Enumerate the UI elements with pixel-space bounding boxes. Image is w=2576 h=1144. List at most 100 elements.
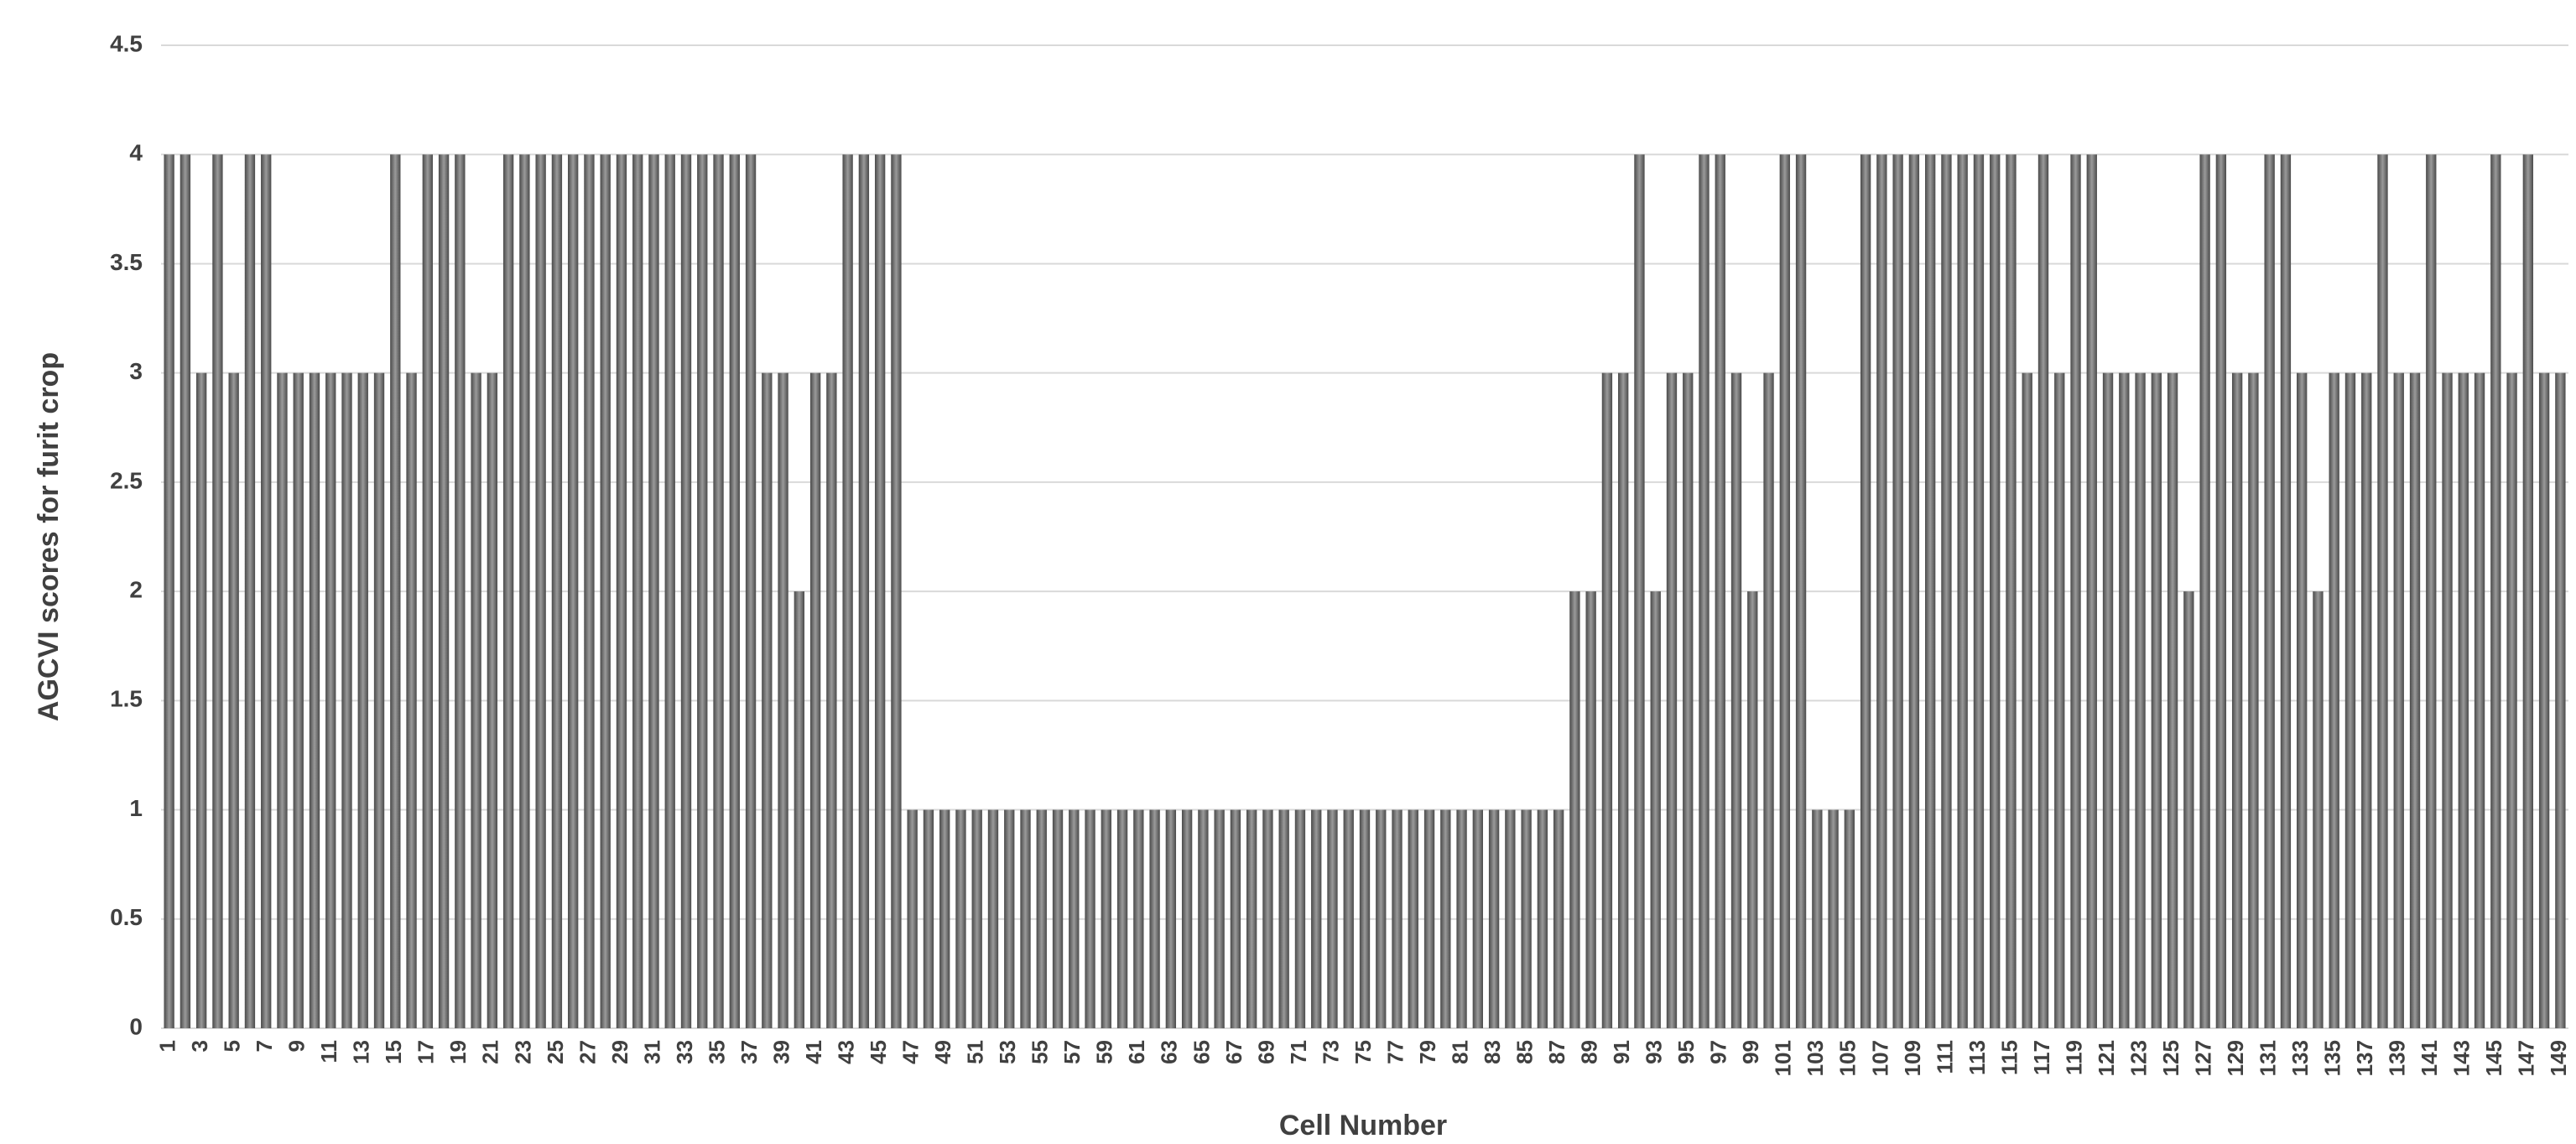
x-tick-label: 97 (1706, 1040, 1731, 1064)
bar (2490, 154, 2501, 1029)
bar (212, 154, 223, 1029)
bar (1408, 809, 1418, 1028)
x-tick-label: 39 (768, 1040, 794, 1064)
x-tick-label: 137 (2352, 1040, 2377, 1076)
x-tick-label: 57 (1059, 1040, 1085, 1064)
x-tick-label: 3 (187, 1040, 212, 1052)
y-tick-label: 4 (129, 140, 143, 166)
bar (1262, 809, 1273, 1028)
bar (1214, 809, 1225, 1028)
x-tick-label: 43 (833, 1040, 858, 1064)
bar (600, 154, 611, 1029)
bar (551, 154, 563, 1029)
bar (1165, 809, 1177, 1028)
bar (1488, 809, 1500, 1028)
bar (874, 154, 886, 1029)
bar (1892, 154, 1903, 1029)
bar (1327, 809, 1338, 1028)
y-tick-label: 2.5 (110, 467, 143, 493)
bar (680, 154, 692, 1029)
bar (2313, 591, 2324, 1028)
bar (487, 372, 498, 1029)
bar (2474, 372, 2485, 1029)
x-tick-label: 133 (2287, 1040, 2313, 1076)
x-tick-label: 1 (155, 1040, 180, 1052)
bar (1149, 809, 1160, 1028)
x-tick-label: 9 (284, 1040, 310, 1052)
bar (584, 154, 595, 1029)
x-tick-label: 61 (1124, 1040, 1149, 1064)
bar (502, 154, 514, 1029)
x-tick-label: 19 (445, 1040, 471, 1064)
x-tick-label: 11 (316, 1040, 341, 1063)
x-tick-label: 31 (639, 1040, 664, 1064)
x-tick-label: 141 (2417, 1040, 2442, 1076)
bar (1085, 809, 1095, 1028)
bar (907, 809, 918, 1028)
x-tick-label: 51 (963, 1040, 988, 1064)
x-tick-label: 55 (1028, 1040, 1053, 1064)
bar (357, 372, 368, 1029)
bar (1553, 809, 1564, 1028)
y-tick-label: 0 (129, 1013, 143, 1039)
bar (987, 809, 999, 1028)
bar (1069, 809, 1080, 1028)
bar (1730, 372, 1742, 1029)
bar (664, 154, 675, 1029)
x-tick-label: 143 (2449, 1040, 2475, 1076)
bar (632, 154, 643, 1029)
bar (2037, 154, 2049, 1029)
x-tick-label: 107 (1867, 1040, 1892, 1076)
x-tick-label: 93 (1642, 1040, 1667, 1064)
bar (778, 372, 788, 1029)
bar (809, 372, 821, 1029)
y-tick-label: 3 (129, 358, 143, 384)
bar (1294, 809, 1306, 1028)
bar (2054, 372, 2065, 1029)
y-tick-label: 1 (129, 795, 143, 821)
bar (1650, 591, 1661, 1028)
bar (228, 372, 239, 1029)
bar (1116, 809, 1128, 1028)
bar (2393, 372, 2404, 1029)
bar (1812, 809, 1823, 1028)
bar (955, 809, 966, 1028)
x-tick-label: 71 (1286, 1040, 1311, 1064)
y-tick-label: 3.5 (110, 249, 143, 275)
x-tick-label: 5 (220, 1040, 245, 1052)
x-tick-label: 81 (1447, 1040, 1472, 1064)
bar (2426, 154, 2437, 1029)
x-tick-label: 15 (381, 1040, 406, 1064)
bar (1036, 809, 1047, 1028)
x-tick-label: 109 (1900, 1040, 1925, 1076)
bar (842, 154, 853, 1029)
x-tick-label: 7 (252, 1040, 277, 1052)
x-tick-label: 115 (1996, 1040, 2022, 1075)
bar (535, 154, 546, 1029)
x-tick-label: 101 (1771, 1040, 1796, 1076)
bar (1133, 809, 1144, 1028)
bar (2522, 154, 2534, 1029)
bar (180, 154, 191, 1029)
x-axis-title: Cell Number (1279, 1110, 1447, 1141)
bar (1423, 809, 1435, 1028)
bar (244, 154, 256, 1029)
x-tick-label: 147 (2514, 1040, 2539, 1076)
x-tick-label: 87 (1544, 1040, 1569, 1064)
bar (2006, 154, 2017, 1029)
bar (438, 154, 450, 1029)
x-tick-label: 23 (510, 1040, 535, 1064)
x-tick-label: 53 (995, 1040, 1020, 1064)
bar (1230, 809, 1241, 1028)
bar (2409, 372, 2421, 1029)
x-tick-label: 33 (672, 1040, 697, 1064)
bar (2102, 372, 2114, 1029)
bar (1683, 372, 1694, 1029)
x-tick-label: 47 (898, 1040, 924, 1064)
bar (2199, 154, 2210, 1029)
bar (1359, 809, 1371, 1028)
bar (406, 372, 417, 1029)
bar (1004, 809, 1015, 1028)
x-tick-label: 69 (1253, 1040, 1278, 1064)
